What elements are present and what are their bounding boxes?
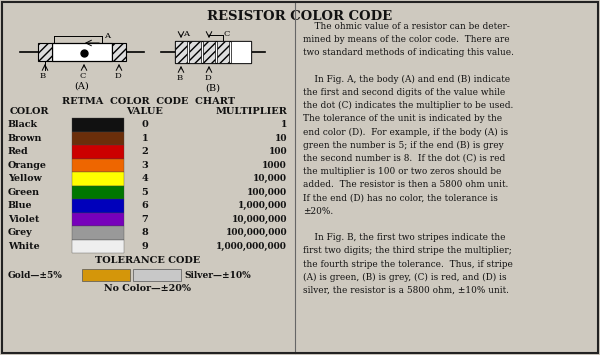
Text: 7: 7 [142, 215, 148, 224]
Text: the first and second digits of the value while: the first and second digits of the value… [303, 88, 505, 97]
Text: Grey: Grey [8, 228, 32, 237]
Text: end color (D).  For example, if the body (A) is: end color (D). For example, if the body … [303, 127, 508, 137]
Text: 0: 0 [142, 120, 148, 129]
Bar [189, 41, 201, 63]
Text: B: B [40, 72, 46, 80]
Bar [175, 41, 187, 63]
Text: Gold—±5%: Gold—±5% [8, 271, 63, 279]
Text: (A): (A) [74, 82, 89, 91]
Text: the second number is 8.  If the dot (C) is red: the second number is 8. If the dot (C) i… [303, 154, 505, 163]
Text: silver, the resistor is a 5800 ohm, ±10% unit.: silver, the resistor is a 5800 ohm, ±10%… [303, 286, 509, 295]
Bar [203, 41, 215, 63]
Text: 10,000,000: 10,000,000 [232, 215, 287, 224]
Text: Violet: Violet [8, 215, 40, 224]
Text: 1,000,000: 1,000,000 [238, 201, 287, 210]
Bar [231, 41, 251, 63]
Bar [72, 199, 124, 213]
Text: RESISTOR COLOR CODE: RESISTOR COLOR CODE [208, 10, 392, 23]
Text: 1,000,000,000: 1,000,000,000 [216, 242, 287, 251]
Text: VALUE: VALUE [127, 107, 163, 116]
Text: the fourth stripe the tolerance.  Thus, if stripe: the fourth stripe the tolerance. Thus, i… [303, 260, 513, 269]
Text: 8: 8 [142, 228, 148, 237]
Text: In Fig. A, the body (A) and end (B) indicate: In Fig. A, the body (A) and end (B) indi… [303, 75, 510, 84]
Text: A: A [104, 32, 110, 40]
Text: 1: 1 [281, 120, 287, 129]
Text: (B): (B) [205, 84, 221, 93]
Bar [72, 158, 124, 172]
Text: 6: 6 [142, 201, 148, 210]
Text: 1: 1 [142, 134, 148, 143]
Text: 3: 3 [142, 161, 148, 170]
Text: 10,000: 10,000 [253, 174, 287, 183]
Text: MULTIPLIER: MULTIPLIER [215, 107, 287, 116]
Bar [72, 213, 124, 226]
Bar [175, 41, 251, 63]
Text: two standard methods of indicating this value.: two standard methods of indicating this … [303, 48, 514, 58]
Text: (A) is green, (B) is grey, (C) is red, and (D) is: (A) is green, (B) is grey, (C) is red, a… [303, 273, 506, 282]
Text: D: D [115, 72, 122, 80]
Text: Red: Red [8, 147, 29, 156]
Bar [217, 41, 229, 63]
Text: 100,000: 100,000 [247, 188, 287, 197]
Text: the dot (C) indicates the multiplier to be used.: the dot (C) indicates the multiplier to … [303, 101, 514, 110]
Text: In Fig. B, the first two stripes indicate the: In Fig. B, the first two stripes indicat… [303, 233, 505, 242]
Text: TOLERANCE CODE: TOLERANCE CODE [95, 256, 200, 265]
Text: White: White [8, 242, 40, 251]
Text: added.  The resistor is then a 5800 ohm unit.: added. The resistor is then a 5800 ohm u… [303, 180, 508, 190]
Text: Silver—±10%: Silver—±10% [184, 271, 251, 279]
Bar [52, 43, 112, 61]
Text: The tolerance of the unit is indicated by the: The tolerance of the unit is indicated b… [303, 114, 502, 124]
Text: green the number is 5; if the end (B) is grey: green the number is 5; if the end (B) is… [303, 141, 503, 150]
Bar [72, 131, 124, 145]
Text: Blue: Blue [8, 201, 32, 210]
Text: RETMA  COLOR  CODE  CHART: RETMA COLOR CODE CHART [62, 97, 235, 106]
Text: Brown: Brown [8, 134, 43, 143]
Text: Orange: Orange [8, 161, 47, 170]
Text: the multiplier is 100 or two zeros should be: the multiplier is 100 or two zeros shoul… [303, 167, 502, 176]
Text: Green: Green [8, 188, 40, 197]
Text: 100: 100 [268, 147, 287, 156]
Bar [72, 240, 124, 253]
Bar [72, 226, 124, 240]
Text: A: A [183, 30, 189, 38]
Text: C: C [80, 72, 86, 80]
Bar [38, 43, 52, 61]
Text: B: B [177, 74, 183, 82]
Text: 10: 10 [275, 134, 287, 143]
Text: ±20%.: ±20%. [303, 207, 333, 216]
Text: 2: 2 [142, 147, 148, 156]
Text: COLOR: COLOR [10, 107, 49, 116]
Bar [72, 186, 124, 199]
Text: 1000: 1000 [262, 161, 287, 170]
Bar [82, 269, 130, 281]
Bar [72, 145, 124, 158]
Text: 5: 5 [142, 188, 148, 197]
Text: No Color—±20%: No Color—±20% [104, 284, 191, 293]
Text: Yellow: Yellow [8, 174, 42, 183]
Text: mined by means of the color code.  There are: mined by means of the color code. There … [303, 35, 509, 44]
Bar [133, 269, 181, 281]
Text: 9: 9 [142, 242, 148, 251]
Bar [72, 172, 124, 186]
Text: first two digits; the third stripe the multiplier;: first two digits; the third stripe the m… [303, 246, 512, 255]
Text: If the end (D) has no color, the tolerance is: If the end (D) has no color, the toleran… [303, 193, 498, 203]
Text: D: D [205, 74, 212, 82]
Text: 4: 4 [142, 174, 148, 183]
Text: C: C [224, 30, 230, 38]
Bar [112, 43, 126, 61]
Text: Black: Black [8, 120, 38, 129]
Bar [72, 118, 124, 131]
Text: 100,000,000: 100,000,000 [226, 228, 287, 237]
Text: The ohmic value of a resistor can be deter-: The ohmic value of a resistor can be det… [303, 22, 510, 31]
